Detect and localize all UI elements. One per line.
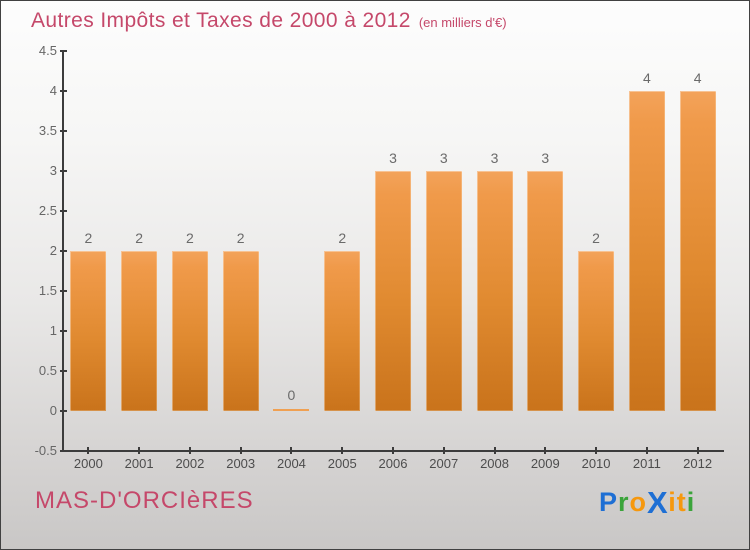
chart-header: Autres Impôts et Taxes de 2000 à 2012 (en… [31,9,507,33]
x-axis-tick [188,447,191,454]
y-tick-label: 4.5 [38,43,57,58]
x-tick-label: 2004 [276,456,306,471]
bar-2003 [222,251,259,411]
y-tick-label: -0.5 [34,443,57,458]
logo-letter: i [668,487,677,517]
bar-2001 [121,251,158,411]
bar-value-label: 4 [642,70,651,86]
y-tick-label: 1.5 [38,283,57,298]
bar-2009 [527,171,564,411]
bar-value-label: 2 [338,230,347,246]
logo-letter: t [676,487,687,517]
x-tick-label: 2010 [581,456,611,471]
y-axis-tick [60,210,67,212]
bar-2011 [628,91,665,411]
y-axis-tick [60,330,67,332]
x-tick-label: 2002 [175,456,205,471]
x-axis-tick [442,447,445,454]
y-tick-label: 0 [49,403,57,418]
x-axis-tick [87,447,90,454]
x-tick-label: 2005 [327,456,357,471]
x-axis-tick [138,447,141,454]
y-axis-tick [60,410,67,412]
bar-value-label: 3 [490,150,499,166]
bar-2004 [273,409,310,411]
x-tick-label: 2008 [480,456,509,471]
bar-2002 [171,251,208,411]
x-tick-label: 2001 [124,456,154,471]
x-axis-tick [696,447,699,454]
y-axis-tick [60,170,67,172]
logo-letter: r [618,487,630,517]
logo-letter: P [599,487,619,517]
x-tick-label: 2012 [683,456,713,471]
y-axis-tick [60,370,67,372]
x-axis-tick [493,447,496,454]
x-tick-label: 2000 [73,456,103,471]
x-tick-label: 2011 [632,456,661,471]
logo-letter: o [629,487,648,517]
bar-2005 [324,251,361,411]
y-tick-label: 3.5 [38,123,57,138]
y-axis-tick [60,450,67,452]
x-axis-tick [595,447,598,454]
x-tick-label: 2006 [378,456,408,471]
chart-title: Autres Impôts et Taxes de 2000 à 2012 [31,9,411,32]
bar-2000 [70,251,107,411]
y-tick-label: 2.5 [38,203,57,218]
bar-value-label: 3 [389,150,397,166]
y-tick-label: 4 [49,83,57,98]
bar-2010 [578,251,615,411]
bar-value-label: 0 [287,387,296,403]
bar-2007 [425,171,462,411]
bar-value-label: 3 [541,150,550,166]
x-axis-tick [544,447,547,454]
bar-value-label: 2 [135,230,144,246]
bar-value-label: 3 [439,150,448,166]
y-axis-tick [60,90,67,92]
proxiti-logo: ProXiti [599,485,695,521]
y-axis-tick [60,250,67,252]
y-tick-label: 3 [49,163,57,178]
bar-2006 [375,171,411,411]
x-axis-tick [239,447,242,454]
bar-value-label: 2 [592,230,600,246]
y-axis-tick [60,290,67,292]
y-tick-label: 0.5 [38,363,57,378]
bar-value-label: 4 [693,70,702,86]
x-tick-label: 2003 [226,456,256,471]
x-axis-tick [392,447,394,454]
x-axis-tick [645,447,648,454]
y-axis-tick [60,50,67,52]
y-tick-label: 1 [49,323,57,338]
x-tick-label: 2009 [530,456,560,471]
bar-2012 [679,91,716,411]
bar-value-label: 2 [236,230,245,246]
y-tick-label: 2 [49,243,57,258]
bar-value-label: 2 [84,230,93,246]
x-tick-label: 2007 [429,456,459,471]
bar-value-label: 2 [186,230,194,246]
logo-letter: i [686,487,696,517]
bar-2008 [476,171,513,411]
commune-name: MAS-D'ORCIèRES [35,487,254,514]
x-axis-tick [290,447,293,454]
x-axis-tick [341,447,344,454]
chart-subtitle: (en milliers d'€) [418,15,507,30]
y-axis-tick [60,130,67,132]
logo-letter: X [647,485,669,520]
